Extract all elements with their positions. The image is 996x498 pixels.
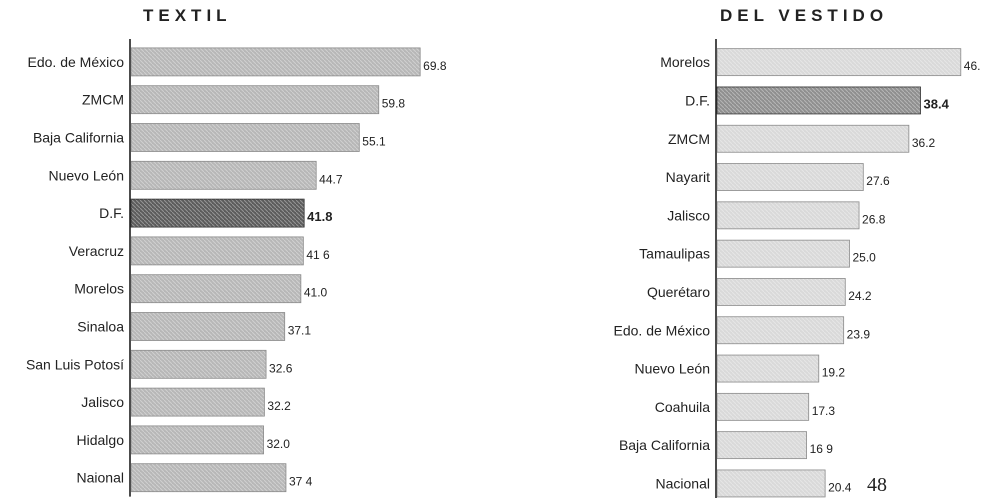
data-label: 17.3 — [812, 404, 836, 418]
chart-canvas-vestido: Morelos 46. D.F. 38.4 ZMCM 36.2 Nayarit 27.6 Jal… — [614, 39, 981, 498]
category-label: ZMCM — [82, 92, 124, 108]
data-label: 25.0 — [853, 251, 877, 265]
category-label: Querétaro — [647, 284, 710, 300]
category-label: ZMCM — [668, 131, 710, 147]
category-label: Jalisco — [81, 394, 124, 410]
data-label: 46. — [964, 59, 981, 73]
category-label: Hidalgo — [77, 432, 125, 448]
category-label: Nuevo León — [634, 361, 710, 377]
chart-title-vestido: DEL VESTIDO — [720, 6, 889, 25]
data-label: 32.0 — [267, 437, 291, 451]
bar — [130, 387, 265, 417]
category-label: Edo. de México — [614, 322, 711, 338]
bar — [130, 85, 380, 115]
data-label: 38.4 — [924, 96, 950, 111]
bar — [130, 274, 302, 304]
data-label: 16 9 — [810, 442, 834, 456]
bar — [130, 47, 421, 77]
bar — [716, 86, 921, 115]
category-label: Baja California — [33, 130, 124, 146]
bar — [716, 48, 962, 77]
category-label: D.F. — [685, 92, 710, 108]
bar — [130, 198, 305, 228]
data-label: 59.8 — [382, 97, 406, 111]
data-label: 41 6 — [306, 248, 330, 262]
category-label: Nuevo León — [48, 167, 124, 183]
data-label: 37.1 — [288, 324, 312, 338]
chart-title-textil: TEXTIL — [143, 6, 232, 25]
data-label: 36.2 — [912, 136, 936, 150]
bar — [130, 123, 360, 152]
bar — [716, 431, 807, 460]
data-label: 41.0 — [304, 286, 328, 300]
category-label: Nayarit — [666, 169, 710, 185]
category-label: Nacional — [656, 475, 710, 491]
bar — [716, 392, 810, 421]
bar — [716, 316, 845, 345]
category-label: Edo. de México — [28, 54, 125, 70]
chart-vestido: DEL VESTIDO Morelos 46. D.F. 38.4 ZMCM 36.2 Na… — [560, 0, 996, 498]
bar — [130, 312, 286, 341]
data-label: 19.2 — [822, 366, 846, 380]
data-label: 27.6 — [866, 174, 890, 188]
bar — [716, 354, 820, 383]
category-label: Naional — [77, 470, 124, 486]
bar — [130, 463, 287, 493]
data-label: 69.8 — [423, 59, 447, 73]
chart-textil: TEXTIL Edo. de México 69.8 ZMCM 59.8 Baja Ca… — [0, 0, 470, 498]
data-label: 23.9 — [847, 327, 871, 341]
category-label: D.F. — [99, 205, 124, 221]
data-label: 20.4 — [828, 480, 852, 494]
data-label: 55.1 — [362, 135, 386, 149]
category-label: Morelos — [74, 281, 124, 297]
data-label: 32.6 — [269, 361, 293, 375]
category-label: Jalisco — [667, 207, 710, 223]
category-label: Sinaloa — [77, 319, 124, 335]
bar — [716, 163, 864, 191]
category-label: Baja California — [619, 437, 710, 453]
data-label: 32.2 — [267, 399, 291, 413]
bar — [130, 160, 317, 190]
data-label: 37 4 — [289, 475, 313, 489]
bar — [130, 425, 264, 455]
bar — [130, 236, 304, 266]
category-label: Coahuila — [655, 399, 710, 415]
data-label: 41.8 — [307, 209, 332, 224]
category-label: San Luis Potosí — [26, 356, 124, 372]
chart-canvas-textil: Edo. de México 69.8 ZMCM 59.8 Baja Californi… — [26, 39, 447, 497]
data-label: 26.8 — [862, 212, 886, 226]
bar — [716, 124, 910, 153]
data-label: 24.2 — [848, 289, 872, 303]
category-label: Veracruz — [69, 243, 124, 259]
bar — [716, 469, 826, 498]
bar — [716, 201, 860, 230]
bar — [130, 349, 267, 379]
category-label: Tamaulipas — [639, 246, 710, 262]
page-number: 48 — [867, 474, 887, 496]
bar — [716, 278, 846, 306]
category-label: Morelos — [660, 54, 710, 70]
data-label: 44.7 — [319, 172, 343, 186]
bar — [716, 239, 850, 268]
